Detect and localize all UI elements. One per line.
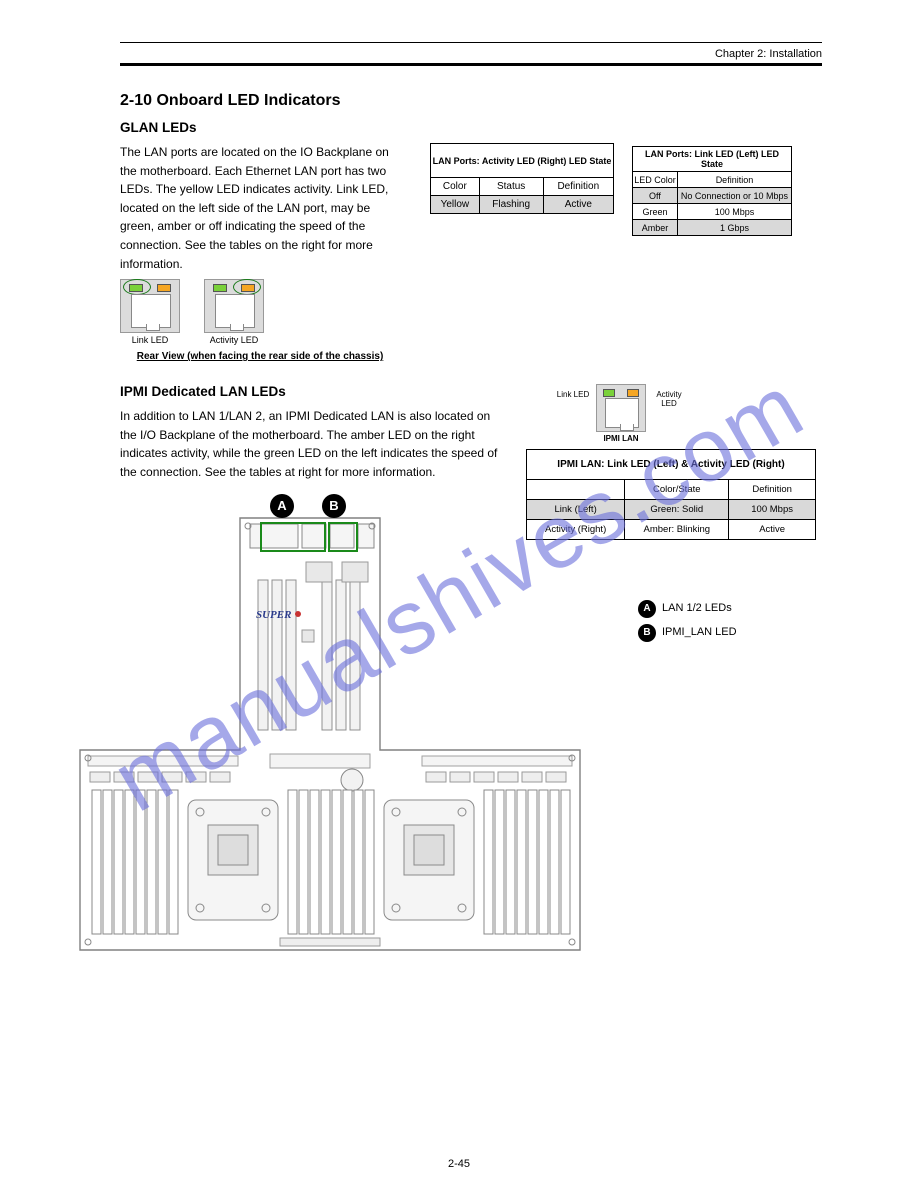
lan-jack-icon — [605, 398, 639, 428]
led-amber-icon — [627, 389, 639, 397]
ipmi-port-caption: IPMI LAN — [596, 434, 646, 443]
callout-a-icon: A — [270, 494, 294, 518]
motherboard-svg-icon: SUPER — [70, 490, 590, 960]
legend-b-icon: B — [638, 624, 656, 642]
ipmi-subtitle: IPMI Dedicated LAN LEDs — [120, 384, 500, 399]
activity-led-caption: Activity LED — [204, 335, 264, 345]
page-header: Chapter 2: Installation — [120, 42, 822, 66]
activity-col-1: Color — [431, 178, 480, 196]
page-footer: 2-45 — [0, 1158, 918, 1170]
callout-legend: A LAN 1/2 LEDs B IPMI_LAN LED — [638, 600, 737, 648]
activity-led-highlight-icon — [233, 279, 261, 295]
legend-item: A LAN 1/2 LEDs — [638, 600, 737, 618]
ipmi-activity-label: Activity LED — [652, 390, 686, 408]
ipmi-lan-port — [596, 384, 646, 432]
led-green-icon — [213, 284, 227, 292]
link-cell: No Connection or 10 Mbps — [677, 188, 791, 204]
lan-ports-diagram: Link LED Activity LED — [120, 279, 400, 345]
highlight-ipmi — [328, 522, 358, 552]
ipmi-col-3: Definition — [729, 480, 816, 500]
section-title: 2-10 Onboard LED Indicators — [120, 92, 822, 110]
highlight-lan12 — [260, 522, 326, 552]
lan-jack-icon — [215, 294, 255, 328]
link-col-1: LED Color — [633, 172, 678, 188]
link-led-table: LAN Ports: Link LED (Left) LED State LED… — [632, 146, 792, 236]
activity-table-title: LAN Ports: Activity LED (Right) LED Stat… — [431, 144, 614, 178]
link-cell: Green — [633, 204, 678, 220]
link-cell: Amber — [633, 220, 678, 236]
legend-item: B IPMI_LAN LED — [638, 624, 737, 642]
ipmi-body-text: In addition to LAN 1/LAN 2, an IPMI Dedi… — [120, 407, 500, 481]
activity-col-3: Definition — [543, 178, 613, 196]
link-col-2: Definition — [677, 172, 791, 188]
lan-port-right — [204, 279, 264, 333]
motherboard-diagram: A B — [70, 490, 590, 960]
legend-b-text: IPMI_LAN LED — [662, 626, 737, 638]
led-amber-icon — [157, 284, 171, 292]
lan-port-left — [120, 279, 180, 333]
svg-text:SUPER: SUPER — [256, 609, 291, 621]
led-green-icon — [603, 389, 615, 397]
ipmi-col-2: Color/State — [625, 480, 729, 500]
header-chapter-text: Chapter 2: Installation — [715, 48, 822, 60]
activity-cell: Active — [543, 196, 613, 214]
activity-led-table: LAN Ports: Activity LED (Right) LED Stat… — [430, 143, 614, 214]
link-led-highlight-icon — [123, 279, 151, 295]
link-cell: 100 Mbps — [677, 204, 791, 220]
ipmi-port-diagram: Link LED IPMI LAN Activity LED — [556, 384, 822, 443]
link-table-title: LAN Ports: Link LED (Left) LED State — [633, 147, 792, 172]
activity-col-2: Status — [479, 178, 543, 196]
page-container: Chapter 2: Installation 2-10 Onboard LED… — [0, 0, 918, 988]
glan-body-text: The LAN ports are located on the IO Back… — [120, 143, 400, 273]
lan-rear-view-caption: Rear View (when facing the rear side of … — [120, 351, 400, 362]
link-cell: Off — [633, 188, 678, 204]
callout-b-icon: B — [322, 494, 346, 518]
ipmi-cell: Amber: Blinking — [625, 520, 729, 540]
glan-subtitle: GLAN LEDs — [120, 120, 822, 135]
ipmi-cell: 100 Mbps — [729, 500, 816, 520]
lan-jack-icon — [131, 294, 171, 328]
legend-a-text: LAN 1/2 LEDs — [662, 602, 732, 614]
link-cell: 1 Gbps — [677, 220, 791, 236]
ipmi-link-label: Link LED — [556, 390, 590, 399]
ipmi-cell: Green: Solid — [625, 500, 729, 520]
activity-cell: Yellow — [431, 196, 480, 214]
activity-cell: Flashing — [479, 196, 543, 214]
ipmi-table-title: IPMI LAN: Link LED (Left) & Activity LED… — [527, 450, 816, 480]
upper-tables: LAN Ports: Activity LED (Right) LED Stat… — [430, 143, 822, 214]
ipmi-cell: Active — [729, 520, 816, 540]
legend-a-icon: A — [638, 600, 656, 618]
link-led-caption: Link LED — [120, 335, 180, 345]
